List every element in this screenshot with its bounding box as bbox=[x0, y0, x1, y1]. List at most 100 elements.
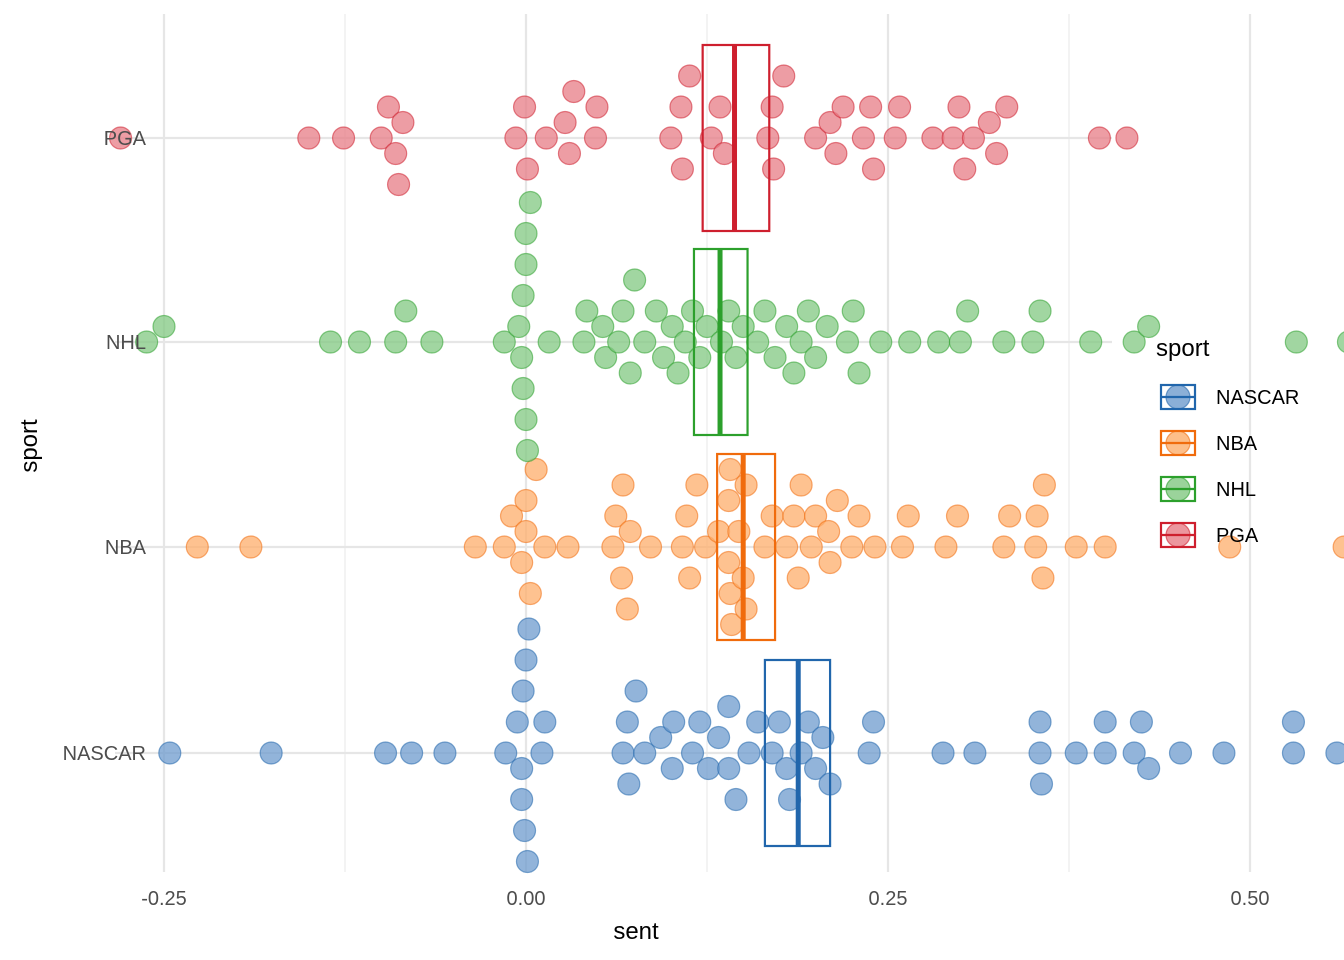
point-nascar bbox=[857, 741, 881, 765]
legend: sport NASCAR NBA NHL PGA bbox=[1156, 335, 1299, 549]
legend-label: PGA bbox=[1216, 525, 1259, 547]
point-nhl bbox=[1336, 331, 1344, 353]
point-nba bbox=[609, 566, 634, 590]
point-nba bbox=[1093, 535, 1117, 559]
point-nascar bbox=[1028, 710, 1052, 734]
point-pga bbox=[859, 95, 883, 119]
x-tick-label: 0.25 bbox=[869, 888, 908, 910]
point-nascar bbox=[649, 725, 673, 750]
point-nascar bbox=[717, 694, 741, 719]
point-pga bbox=[391, 110, 415, 135]
x-axis-ticks: -0.50-0.250.000.250.500.75 bbox=[141, 888, 1270, 910]
point-nascar bbox=[511, 679, 535, 703]
point-nba bbox=[1032, 473, 1056, 497]
point-nba bbox=[1332, 535, 1344, 559]
point-nhl bbox=[763, 345, 787, 370]
point-nba bbox=[896, 504, 920, 528]
point-nba bbox=[934, 535, 958, 559]
point-nascar bbox=[515, 849, 540, 874]
point-nascar bbox=[633, 741, 657, 765]
point-nhl bbox=[789, 330, 813, 354]
point-nhl bbox=[618, 361, 642, 385]
point-nhl bbox=[633, 330, 657, 354]
point-pga bbox=[824, 141, 848, 166]
point-pga bbox=[961, 126, 986, 150]
legend-label: NASCAR bbox=[1216, 387, 1299, 409]
point-nba bbox=[524, 457, 548, 482]
x-axis-title: sent bbox=[613, 918, 659, 945]
point-nba bbox=[514, 519, 538, 544]
point-nhl bbox=[841, 299, 865, 323]
point-nhl bbox=[746, 330, 770, 354]
point-nascar bbox=[811, 725, 835, 750]
point-nascar bbox=[259, 741, 283, 765]
point-nba bbox=[992, 535, 1016, 559]
point-nhl bbox=[492, 330, 516, 354]
point-nhl bbox=[666, 361, 690, 385]
point-nascar bbox=[1325, 741, 1344, 765]
point-nascar bbox=[803, 756, 828, 781]
point-nascar bbox=[1129, 710, 1154, 734]
point-pga bbox=[818, 110, 842, 135]
point-nascar bbox=[717, 756, 741, 781]
point-pga bbox=[515, 157, 540, 181]
point-pga bbox=[585, 95, 609, 119]
data-points bbox=[108, 64, 1344, 874]
point-nba bbox=[1218, 535, 1242, 559]
box-summaries bbox=[692, 43, 832, 848]
point-nascar bbox=[706, 725, 731, 750]
point-nhl bbox=[514, 407, 538, 432]
point-nba bbox=[518, 581, 542, 606]
point-nba bbox=[945, 504, 970, 528]
point-nba bbox=[618, 519, 642, 544]
point-pga bbox=[883, 126, 907, 150]
x-tick-label: 0.50 bbox=[1231, 888, 1270, 910]
point-nascar bbox=[400, 741, 424, 765]
y-tick-label: PGA bbox=[104, 128, 147, 150]
point-nascar bbox=[158, 741, 182, 765]
point-pga bbox=[831, 95, 855, 119]
point-nhl bbox=[992, 330, 1016, 354]
point-nascar bbox=[861, 710, 886, 734]
point-nhl bbox=[575, 299, 599, 323]
point-nhl bbox=[152, 314, 176, 339]
point-nascar bbox=[617, 772, 641, 796]
point-nascar bbox=[505, 710, 529, 734]
point-nascar bbox=[1028, 741, 1052, 765]
point-nascar bbox=[1212, 741, 1236, 765]
point-nhl bbox=[318, 330, 343, 354]
point-pga bbox=[504, 126, 528, 150]
point-pga bbox=[977, 110, 1001, 135]
point-pga bbox=[553, 110, 577, 135]
point-nhl bbox=[1122, 330, 1146, 354]
point-nba bbox=[786, 566, 810, 590]
point-nhl bbox=[731, 314, 755, 339]
point-nba bbox=[717, 488, 741, 513]
point-nascar bbox=[624, 679, 648, 703]
point-pga bbox=[583, 126, 608, 150]
point-nascar bbox=[688, 710, 712, 734]
point-pga bbox=[331, 126, 356, 150]
point-nascar bbox=[680, 741, 705, 765]
point-nascar bbox=[931, 741, 955, 765]
point-nba bbox=[840, 535, 864, 559]
point-nhl bbox=[384, 330, 408, 354]
point-nascar bbox=[373, 741, 398, 765]
point-nhl bbox=[135, 330, 159, 354]
point-nba bbox=[890, 535, 915, 559]
legend-entry-nascar: NASCAR bbox=[1159, 383, 1299, 411]
legend-label: NBA bbox=[1216, 433, 1258, 455]
box-nba bbox=[716, 452, 777, 642]
point-pga bbox=[851, 126, 875, 150]
point-nba bbox=[601, 535, 625, 559]
point-nba bbox=[1024, 535, 1048, 559]
point-nascar bbox=[1064, 741, 1088, 765]
point-nascar bbox=[1281, 710, 1306, 734]
point-nba bbox=[799, 535, 823, 559]
point-nba bbox=[670, 535, 694, 559]
point-nhl bbox=[869, 330, 893, 354]
point-nascar bbox=[724, 787, 748, 812]
point-nascar bbox=[611, 741, 635, 765]
legend-entries: NASCAR NBA NHL PGA bbox=[1159, 383, 1299, 549]
